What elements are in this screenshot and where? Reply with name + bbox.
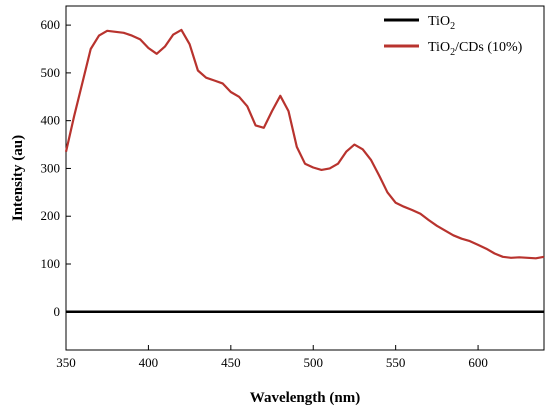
y-tick-label: 600: [41, 17, 61, 32]
series-layer: [64, 28, 545, 314]
legend-label-subscript: 2: [450, 21, 455, 32]
legend-label-main: TiO: [428, 40, 450, 55]
x-tick-label: 350: [56, 355, 76, 370]
x-tick-label: 500: [303, 355, 323, 370]
legend-box: [380, 8, 542, 60]
legend-label-suffix: /CDs (10%): [455, 40, 523, 55]
x-tick-label: 400: [139, 355, 159, 370]
y-tick-label: 0: [54, 304, 61, 319]
y-tick-label: 200: [41, 208, 61, 223]
x-axis-title: Wavelength (nm): [250, 390, 360, 406]
y-axis-title: Intensity (au): [10, 135, 26, 221]
y-tick-label: 400: [41, 113, 61, 128]
x-tick-label: 600: [468, 355, 488, 370]
plot-frame: [65, 5, 545, 351]
x-tick-label: 450: [221, 355, 241, 370]
legend-label: TiO2: [428, 14, 455, 32]
y-tick-label: 100: [41, 256, 61, 271]
x-tick-label: 550: [386, 355, 406, 370]
y-tick-label: 300: [41, 160, 61, 175]
y-tick-label: 500: [41, 65, 61, 80]
legend-label-main: TiO: [428, 14, 450, 29]
ticks-layer: 350 400 450 500 550 600 0 100 200 300 400 500 600: [41, 17, 488, 370]
series-line-1: [64, 28, 545, 260]
legend-label: TiO2/CDs (10%): [428, 40, 523, 58]
legend-label-subscript: 2: [450, 47, 455, 58]
